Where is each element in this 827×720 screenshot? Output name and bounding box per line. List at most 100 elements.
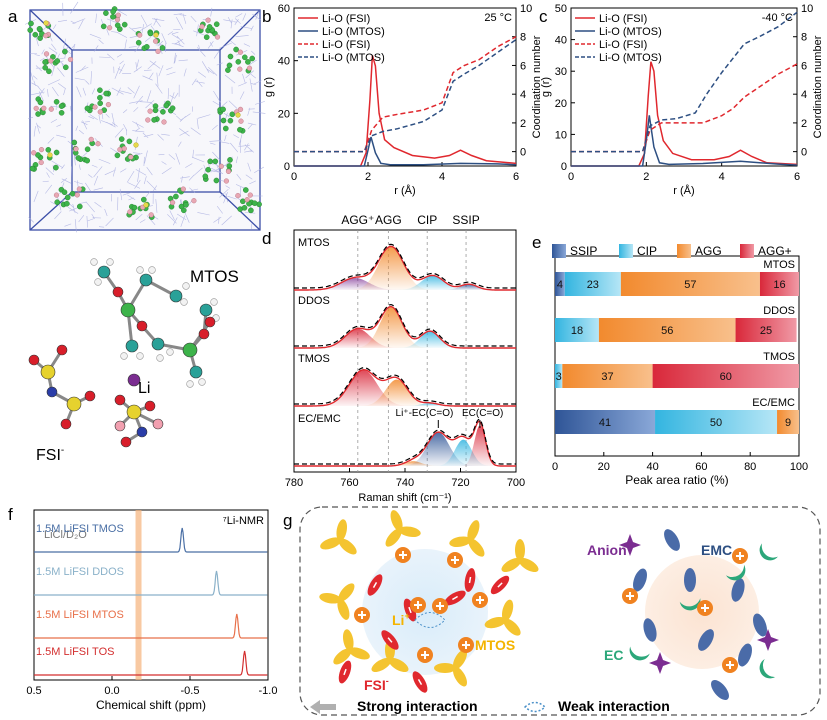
md-carbon-atom (110, 13, 116, 20)
md-carbon-atom (229, 111, 236, 118)
md-carbon-atom (42, 59, 48, 65)
x-axis-title: r (Å) (394, 184, 415, 197)
md-carbon-atom (84, 146, 91, 152)
md-carbon-atom (121, 21, 128, 28)
legend-label: Li-O (MTOS) (322, 26, 385, 38)
md-lithium-atom (246, 65, 253, 71)
md-carbon-atom (135, 39, 142, 46)
peak-ratio-chart: 0 20 40 60 80 100 Peak area ratio (%) SSIP CIP AG… (552, 244, 808, 487)
md-carbon-atom (163, 102, 170, 109)
mtos-arm (333, 648, 352, 665)
schem-label-fsi: FSI- (364, 676, 389, 693)
emc-molecule-icon (698, 629, 714, 651)
md-lithium-atom (38, 147, 45, 153)
reference-label: SSIP (452, 213, 479, 227)
md-lithium-atom (48, 58, 54, 64)
anion-star-icon (619, 534, 641, 556)
plus-icon (736, 552, 744, 560)
carbon-atom (151, 337, 165, 351)
md-carbon-atom (37, 99, 44, 106)
md-lithium-atom (218, 163, 224, 169)
fluorine-atom (152, 418, 164, 430)
panel-g: g Li+ MTOS FSI- Anion EMC EC Strong inte… (283, 506, 821, 716)
emc-molecule-icon (684, 568, 696, 592)
bar-value-label: 18 (571, 325, 583, 337)
md-carbon-atom (32, 31, 39, 38)
md-carbon-atom (62, 48, 68, 55)
md-carbon-atom (226, 62, 233, 69)
md-carbon-atom (202, 173, 209, 180)
y-tick-label: 0 (284, 161, 290, 173)
md-lithium-atom (76, 186, 83, 192)
md-carbon-atom (97, 100, 103, 107)
mtos-arm (453, 666, 467, 687)
fit-component (380, 403, 480, 406)
panel-label-f: f (8, 505, 13, 524)
fsi-anion-icon (338, 660, 352, 684)
y2-tick-label: 8 (801, 32, 807, 44)
md-carbon-atom (84, 105, 91, 112)
fit-component (446, 425, 514, 466)
y2-tick-label: 4 (520, 89, 526, 101)
fit-component (271, 278, 439, 290)
md-carbon-atom (126, 138, 133, 145)
coordination-series-line (571, 63, 798, 153)
plot-frame (293, 7, 517, 167)
md-carbon-atom (114, 22, 121, 29)
solvation-schematic (310, 510, 779, 714)
anion-star-icon (757, 629, 779, 651)
rdf-series-line (294, 55, 517, 167)
md-lithium-atom (43, 51, 50, 57)
md-lithium-atom (53, 192, 60, 198)
y-tick-label: 50 (555, 3, 567, 15)
md-carbon-atom (100, 23, 107, 30)
mtos-arm (336, 519, 348, 542)
md-carbon-atom (97, 87, 103, 93)
annotation-ec: EC(C=O) (462, 408, 503, 419)
legend-label: CIP (637, 244, 657, 258)
trace-label: TMOS (298, 353, 330, 365)
md-lithium-atom (97, 109, 103, 115)
emc-molecule-icon (731, 578, 745, 602)
y2-tick-label: 0 (520, 147, 526, 159)
bar-segment (759, 272, 799, 296)
md-lithium-atom (121, 146, 127, 152)
oxygen-atom (112, 286, 124, 298)
minus-icon (497, 582, 503, 588)
bar-value-label: 3 (556, 371, 562, 383)
fit-component (366, 275, 500, 290)
fsi-anion-icon (412, 671, 428, 693)
plus-icon (462, 641, 470, 649)
plus-icon (399, 551, 407, 559)
bar-segment (652, 364, 799, 388)
silicon-atom (120, 302, 136, 318)
li-ion-icon (410, 597, 426, 613)
fsi-anion-icon (490, 575, 510, 595)
panel-label-b: b (262, 7, 271, 26)
y2-tick-label: 8 (520, 32, 526, 44)
li-ion-icon (732, 548, 748, 564)
nmr-chart: 0.5 0.0 -0.5 -1.0 Chemical shift (ppm) ⁷Li-NM… (26, 509, 277, 712)
trace-label: MTOS (298, 237, 330, 249)
md-carbon-atom (71, 139, 78, 146)
md-carbon-atom (28, 20, 34, 27)
md-lithium-atom (199, 24, 205, 30)
bar-segment (655, 410, 778, 434)
md-lithium-atom (235, 193, 241, 199)
chart-title: -40 °C (762, 12, 793, 24)
y-tick-label: 30 (555, 66, 567, 78)
ec-molecule-icon (725, 564, 746, 581)
y-tick-label: 20 (555, 98, 567, 110)
hydrogen-atom (156, 354, 164, 362)
x-axis-title: Peak area ratio (%) (625, 473, 728, 487)
reference-label: AGG⁺ (341, 213, 374, 227)
md-lithium-atom (238, 118, 244, 124)
mtos-arm (453, 649, 467, 670)
mtos-arm (337, 598, 350, 620)
md-lithium-atom (73, 146, 79, 152)
bar-segment (620, 272, 760, 296)
category-label: EC/EMC (752, 397, 795, 409)
